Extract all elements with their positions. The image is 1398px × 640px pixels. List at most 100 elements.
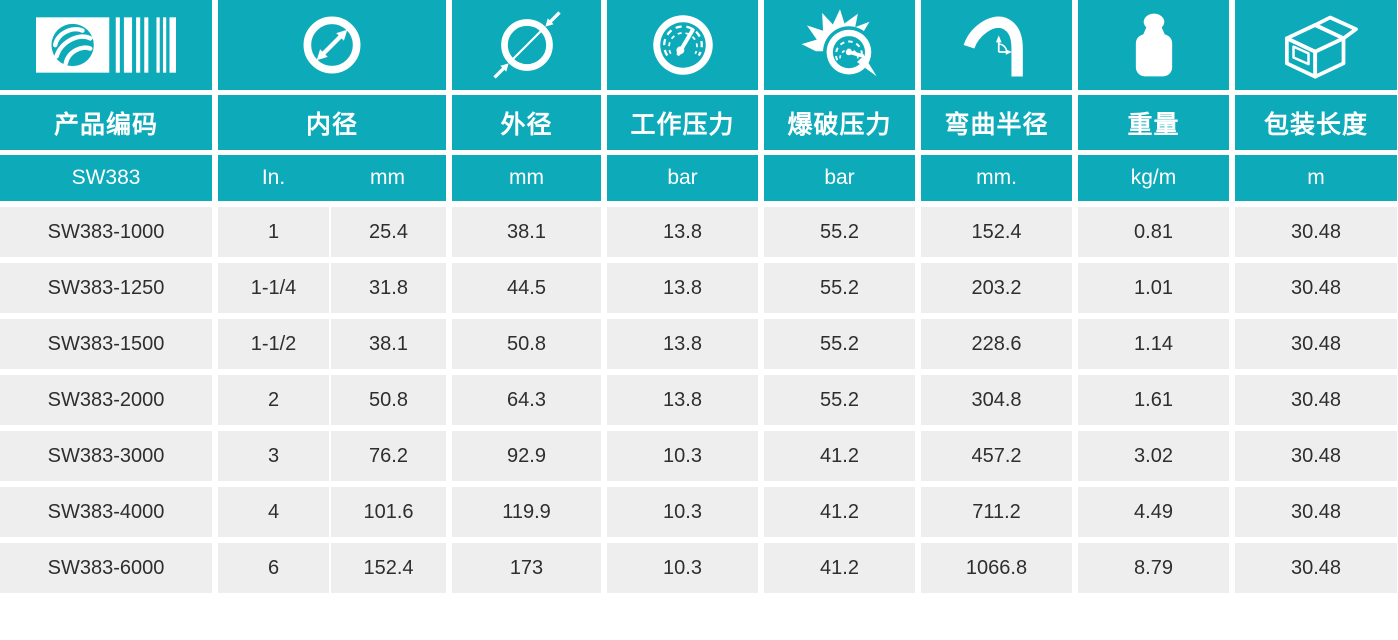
unit-outer-diameter: mm [452,155,601,201]
cell-working-pressure: 13.8 [607,207,758,257]
cell-burst-pressure: 55.2 [764,263,915,313]
cell-working-pressure: 10.3 [607,487,758,537]
cell-package-length: 30.48 [1235,263,1397,313]
cell-product-code: SW383-2000 [0,375,212,425]
cell-weight: 3.02 [1078,431,1229,481]
unit-bend-radius: mm. [921,155,1072,201]
cell-bend-radius: 203.2 [921,263,1072,313]
table-row: SW383-4000 4 101.6 119.9 10.3 41.2 711.2… [0,487,1398,537]
table-row: SW383-1250 1-1/4 31.8 44.5 13.8 55.2 203… [0,263,1398,313]
icon-cell-burst-pressure [764,0,915,90]
cell-bend-radius: 457.2 [921,431,1072,481]
cell-inner-diameter-in: 4 [218,487,329,537]
cell-burst-pressure: 55.2 [764,375,915,425]
units-row: SW383 In. mm mm bar bar mm. kg/m m [0,155,1398,201]
cell-inner-diameter-mm: 25.4 [331,207,446,257]
cell-inner-diameter-in: 1 [218,207,329,257]
icon-header-row [0,0,1398,90]
icon-cell-product-code [0,0,212,90]
cell-outer-diameter: 64.3 [452,375,601,425]
cell-burst-pressure: 55.2 [764,319,915,369]
cell-product-code: SW383-1000 [0,207,212,257]
header-inner-diameter: 内径 [218,95,446,150]
table-row: SW383-1000 1 25.4 38.1 13.8 55.2 152.4 0… [0,207,1398,257]
cell-working-pressure: 13.8 [607,319,758,369]
burst-pressure-icon [798,8,882,82]
header-working-pressure: 工作压力 [607,95,758,150]
cell-outer-diameter: 173 [452,543,601,593]
cell-weight: 0.81 [1078,207,1229,257]
cell-package-length: 30.48 [1235,207,1397,257]
cell-package-length: 30.48 [1235,487,1397,537]
cell-inner-diameter-in: 3 [218,431,329,481]
cell-weight: 1.01 [1078,263,1229,313]
icon-cell-weight [1078,0,1229,90]
cell-product-code: SW383-4000 [0,487,212,537]
working-pressure-gauge-icon [648,10,718,80]
column-header-row: 产品编码 内径 外径 工作压力 爆破压力 弯曲半径 重量 包装长度 [0,95,1398,150]
header-outer-diameter: 外径 [452,95,601,150]
table-row: SW383-3000 3 76.2 92.9 10.3 41.2 457.2 3… [0,431,1398,481]
cell-package-length: 30.48 [1235,375,1397,425]
cell-product-code: SW383-1500 [0,319,212,369]
header-bend-radius: 弯曲半径 [921,95,1072,150]
cell-outer-diameter: 38.1 [452,207,601,257]
cell-working-pressure: 10.3 [607,431,758,481]
header-weight: 重量 [1078,95,1229,150]
table-row: SW383-6000 6 152.4 173 10.3 41.2 1066.8 … [0,543,1398,593]
cell-inner-diameter-mm: 152.4 [331,543,446,593]
cell-inner-diameter-in: 1-1/4 [218,263,329,313]
cell-working-pressure: 10.3 [607,543,758,593]
icon-cell-working-pressure [607,0,758,90]
cell-bend-radius: 711.2 [921,487,1072,537]
cell-outer-diameter: 119.9 [452,487,601,537]
cell-working-pressure: 13.8 [607,375,758,425]
outer-diameter-icon [492,10,562,80]
unit-weight: kg/m [1078,155,1229,201]
header-burst-pressure: 爆破压力 [764,95,915,150]
series-code: SW383 [0,155,212,201]
cell-burst-pressure: 41.2 [764,487,915,537]
cell-burst-pressure: 55.2 [764,207,915,257]
weight-icon [1127,12,1181,78]
cell-outer-diameter: 50.8 [452,319,601,369]
header-package-length: 包装长度 [1235,95,1397,150]
cell-bend-radius: 152.4 [921,207,1072,257]
barcode-globe-icon [36,14,176,76]
cell-product-code: SW383-3000 [0,431,212,481]
cell-weight: 8.79 [1078,543,1229,593]
cell-product-code: SW383-6000 [0,543,212,593]
cell-package-length: 30.48 [1235,543,1397,593]
cell-weight: 1.61 [1078,375,1229,425]
cell-package-length: 30.48 [1235,319,1397,369]
cell-inner-diameter-mm: 101.6 [331,487,446,537]
cell-working-pressure: 13.8 [607,263,758,313]
unit-package-length: m [1235,155,1397,201]
cell-weight: 4.49 [1078,487,1229,537]
table-row: SW383-1500 1-1/2 38.1 50.8 13.8 55.2 228… [0,319,1398,369]
unit-burst-pressure: bar [764,155,915,201]
unit-inner-diameter-mm: mm [370,166,405,189]
cell-inner-diameter-mm: 31.8 [331,263,446,313]
cell-weight: 1.14 [1078,319,1229,369]
icon-cell-inner-diameter [218,0,446,90]
cell-outer-diameter: 92.9 [452,431,601,481]
header-product-code: 产品编码 [0,95,212,150]
unit-working-pressure: bar [607,155,758,201]
cell-package-length: 30.48 [1235,431,1397,481]
unit-inner-diameter-in: In. [261,166,286,189]
cell-bend-radius: 304.8 [921,375,1072,425]
table-row: SW383-2000 2 50.8 64.3 13.8 55.2 304.8 1… [0,375,1398,425]
cell-inner-diameter-in: 6 [218,543,329,593]
cell-inner-diameter-mm: 76.2 [331,431,446,481]
cell-inner-diameter-mm: 50.8 [331,375,446,425]
unit-inner-diameter: In. mm [218,155,446,201]
cell-inner-diameter-in: 1-1/2 [218,319,329,369]
icon-cell-bend-radius [921,0,1072,90]
cell-bend-radius: 228.6 [921,319,1072,369]
inner-diameter-icon [298,11,366,79]
cell-inner-diameter-in: 2 [218,375,329,425]
cell-burst-pressure: 41.2 [764,543,915,593]
cell-inner-diameter-mm: 38.1 [331,319,446,369]
bend-radius-icon [962,10,1032,80]
